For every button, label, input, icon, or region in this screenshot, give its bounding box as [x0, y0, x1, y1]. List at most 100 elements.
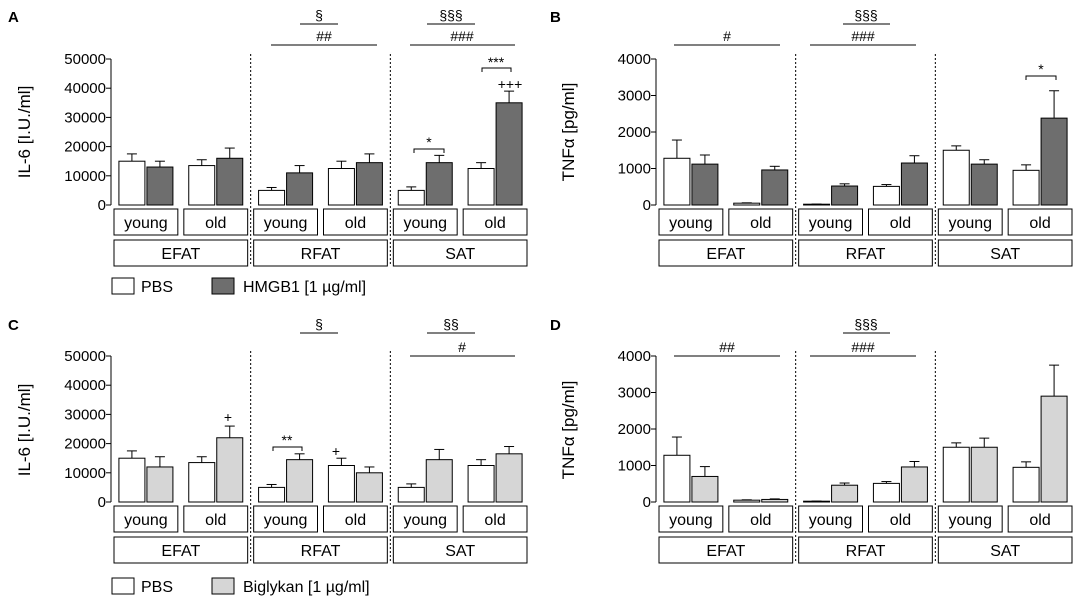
age-box-a-5 — [462, 208, 528, 236]
age-box-c-4 — [392, 505, 458, 533]
bar-a-pbs-5 — [467, 168, 495, 206]
age-label-a-0: young — [124, 215, 168, 232]
tissue-box-a-2 — [392, 239, 528, 267]
age-box-b-5 — [1007, 208, 1073, 236]
bar-c-treat-4 — [425, 459, 453, 503]
stat-label-a-3: §§§ — [439, 7, 462, 23]
age-label-d-5: old — [1029, 512, 1050, 529]
age-box-a-3 — [323, 208, 388, 236]
y-axis-title-c: IL-6 [I.U./ml] — [15, 384, 34, 477]
age-box-c-3 — [323, 505, 388, 533]
bar-a-treat-1 — [216, 157, 244, 206]
stat-label-c-3: ** — [282, 432, 293, 448]
stat-label-a-6: *** — [488, 54, 505, 70]
age-box-a-0 — [113, 208, 179, 236]
panel-letter-a: A — [8, 9, 19, 26]
tissue-label-a-2: SAT — [445, 246, 475, 263]
tissue-label-d-1: RFAT — [846, 543, 886, 560]
chart-panel-d: 0 1000 2000 3000 4000 young old young old young ol… — [618, 348, 1073, 564]
age-box-c-5 — [462, 505, 528, 533]
age-box-c-1 — [183, 505, 249, 533]
bar-c-treat-3 — [355, 472, 383, 503]
y-tick-label-d-1: 1000 — [618, 458, 651, 475]
tissue-label-c-2: SAT — [445, 543, 475, 560]
bar-b-treat-5 — [1040, 117, 1068, 206]
bar-b-pbs-5 — [1012, 169, 1040, 206]
legend-swatch-biglykan — [211, 577, 235, 595]
bar-d-treat-5 — [1040, 395, 1068, 503]
stat-label-b-4: * — [1038, 61, 1044, 77]
bar-c-pbs-2 — [258, 486, 286, 503]
age-label-a-2: young — [264, 215, 308, 232]
tissue-label-b-1: RFAT — [846, 246, 886, 263]
stat-label-c-5: §§ — [443, 316, 459, 332]
stat-annotations-b — [674, 23, 1057, 80]
age-box-c-2 — [253, 505, 319, 533]
y-tick-label-d-4: 4000 — [618, 348, 651, 365]
legend-bottom: PBS Biglykan [1 µg/ml] — [111, 577, 370, 596]
age-label-c-5: old — [484, 512, 505, 529]
bar-a-pbs-0 — [118, 160, 146, 206]
age-label-d-3: old — [890, 512, 911, 529]
stat-label-d-1: ## — [719, 339, 735, 355]
y-tick-label-b-1: 1000 — [618, 161, 651, 178]
stat-label-a-7: +++ — [498, 76, 523, 92]
tissue-label-b-0: EFAT — [706, 246, 745, 263]
y-tick-label-d-3: 3000 — [618, 385, 651, 402]
stat-label-c-1: + — [224, 409, 232, 425]
y-tick-label-a-2: 20000 — [64, 139, 106, 156]
stat-label-c-6: # — [458, 339, 466, 355]
age-box-d-0 — [658, 505, 724, 533]
bar-b-pbs-0 — [663, 157, 691, 206]
stat-label-b-3: ### — [851, 28, 875, 44]
bar-b-pbs-1 — [733, 202, 761, 206]
legend-swatch-pbs-bottom — [111, 577, 135, 595]
tissue-label-a-0: EFAT — [161, 246, 200, 263]
age-box-a-2 — [253, 208, 319, 236]
y-tick-label-d-2: 2000 — [618, 421, 651, 438]
age-box-a-4 — [392, 208, 458, 236]
y-tick-label-c-4: 40000 — [64, 377, 106, 394]
age-label-b-4: young — [948, 215, 992, 232]
age-label-b-3: old — [890, 215, 911, 232]
tissue-box-b-2 — [937, 239, 1073, 267]
stat-annotations-a — [271, 23, 515, 153]
bar-b-treat-4 — [970, 163, 998, 206]
chart-panel-b: 0 1000 2000 3000 4000 young old young old young ol… — [618, 51, 1073, 267]
bar-b-treat-0 — [691, 163, 719, 206]
age-label-c-4: young — [403, 512, 447, 529]
panel-letter-c: C — [8, 317, 19, 334]
age-box-d-3 — [868, 505, 933, 533]
y-tick-label-c-3: 30000 — [64, 406, 106, 423]
age-label-c-2: young — [264, 512, 308, 529]
tissue-box-c-1 — [253, 536, 388, 564]
bar-c-treat-5 — [495, 453, 523, 503]
age-label-a-4: young — [403, 215, 447, 232]
tissue-box-d-2 — [937, 536, 1073, 564]
age-box-a-1 — [183, 208, 249, 236]
y-tick-label-c-1: 10000 — [64, 465, 106, 482]
bar-c-pbs-1 — [188, 462, 216, 503]
legend-label-pbs: PBS — [141, 279, 173, 296]
legend-label-pbs-bottom: PBS — [141, 579, 173, 596]
bar-d-treat-2 — [831, 484, 859, 503]
y-tick-label-c-5: 50000 — [64, 348, 106, 365]
y-axis-title-d: TNFα [pg/ml] — [559, 381, 578, 480]
chart-panel-a: 0 10000 20000 30000 40000 50000 young old young o… — [64, 51, 528, 267]
panel-letter-d: D — [550, 317, 561, 334]
stat-label-a-4: ### — [450, 28, 474, 44]
age-box-d-5 — [1007, 505, 1073, 533]
y-tick-label-b-0: 0 — [643, 197, 651, 214]
tissue-box-b-0 — [658, 239, 794, 267]
bar-c-pbs-3 — [327, 465, 355, 503]
tissue-box-a-1 — [253, 239, 388, 267]
bar-d-pbs-5 — [1012, 466, 1040, 503]
y-axis-title-b: TNFα [pg/ml] — [559, 83, 578, 182]
age-label-d-0: young — [669, 512, 713, 529]
legend-label-biglykan: Biglykan [1 µg/ml] — [243, 579, 370, 596]
age-box-b-3 — [868, 208, 933, 236]
y-axis-title-a: IL-6 [I.U./ml] — [15, 86, 34, 179]
age-box-d-2 — [798, 505, 864, 533]
age-label-a-1: old — [205, 215, 226, 232]
